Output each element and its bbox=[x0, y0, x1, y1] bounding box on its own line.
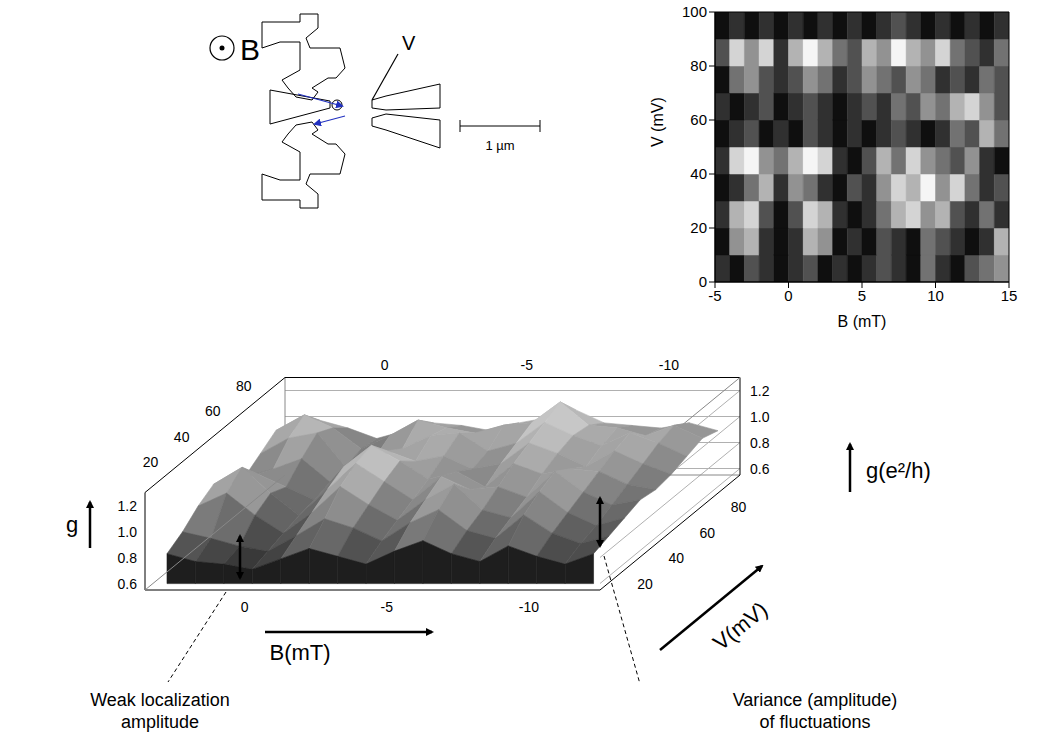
svg-text:1.0: 1.0 bbox=[750, 409, 770, 425]
svg-text:10: 10 bbox=[927, 287, 944, 304]
svg-text:V (mV): V (mV) bbox=[650, 97, 666, 147]
svg-text:20: 20 bbox=[637, 576, 653, 592]
svg-text:B(mT): B(mT) bbox=[269, 640, 330, 665]
svg-text:0: 0 bbox=[381, 357, 389, 373]
svg-text:80: 80 bbox=[731, 499, 747, 515]
svg-text:0: 0 bbox=[784, 287, 792, 304]
svg-text:0: 0 bbox=[241, 599, 249, 615]
svg-text:40: 40 bbox=[690, 165, 707, 182]
svg-text:5: 5 bbox=[858, 287, 866, 304]
svg-text:0: 0 bbox=[699, 273, 707, 290]
svg-text:0.8: 0.8 bbox=[118, 550, 138, 566]
svg-text:20: 20 bbox=[690, 219, 707, 236]
svg-text:1.0: 1.0 bbox=[118, 524, 138, 540]
svg-text:15: 15 bbox=[1001, 287, 1018, 304]
svg-text:1.2: 1.2 bbox=[750, 383, 770, 399]
svg-text:amplitude: amplitude bbox=[121, 712, 199, 732]
svg-text:1 µm: 1 µm bbox=[485, 138, 514, 153]
svg-text:100: 100 bbox=[682, 3, 707, 20]
svg-text:-5: -5 bbox=[380, 599, 393, 615]
svg-text:0.6: 0.6 bbox=[750, 461, 770, 477]
svg-text:B: B bbox=[240, 33, 260, 66]
svg-text:-5: -5 bbox=[520, 357, 533, 373]
svg-text:40: 40 bbox=[668, 550, 684, 566]
svg-text:g: g bbox=[66, 512, 78, 537]
svg-text:V(mV): V(mV) bbox=[708, 597, 772, 656]
svg-text:40: 40 bbox=[174, 429, 190, 445]
svg-text:B (mT): B (mT) bbox=[838, 313, 887, 330]
svg-text:-5: -5 bbox=[708, 287, 721, 304]
svg-text:Weak localization: Weak localization bbox=[90, 690, 230, 710]
svg-text:20: 20 bbox=[143, 454, 159, 470]
svg-text:80: 80 bbox=[690, 57, 707, 74]
svg-text:0.8: 0.8 bbox=[750, 435, 770, 451]
svg-text:0.6: 0.6 bbox=[118, 576, 138, 592]
svg-text:V: V bbox=[402, 32, 416, 54]
svg-text:1.2: 1.2 bbox=[118, 498, 138, 514]
svg-text:60: 60 bbox=[205, 403, 221, 419]
svg-text:60: 60 bbox=[700, 525, 716, 541]
svg-text:Variance (amplitude): Variance (amplitude) bbox=[733, 690, 898, 710]
svg-text:g(e²/h): g(e²/h) bbox=[866, 458, 931, 483]
svg-text:-10: -10 bbox=[519, 599, 539, 615]
svg-text:of fluctuations: of fluctuations bbox=[759, 712, 870, 732]
svg-text:80: 80 bbox=[236, 378, 252, 394]
svg-text:60: 60 bbox=[690, 111, 707, 128]
svg-text:-10: -10 bbox=[659, 357, 679, 373]
